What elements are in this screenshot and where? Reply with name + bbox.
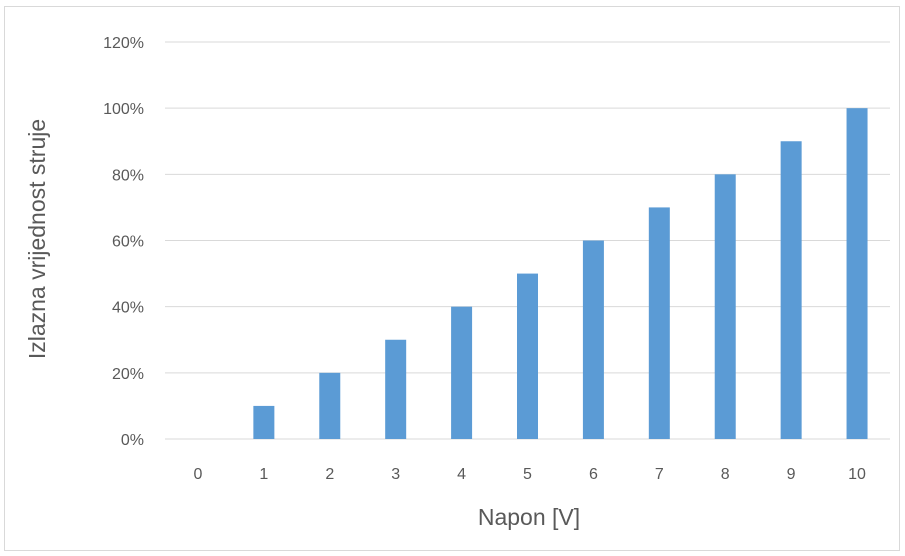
x-tick-label: 9 — [787, 466, 796, 483]
y-tick-label: 20% — [112, 366, 144, 383]
bar — [253, 405, 275, 439]
x-tick-label: 0 — [194, 466, 203, 483]
y-tick-label: 100% — [103, 101, 144, 118]
bar — [517, 273, 538, 439]
y-tick-labels: 0% 20% 40% 60% 80% 100% 120% — [103, 35, 144, 449]
x-tick-label: 3 — [391, 466, 400, 483]
bars — [253, 108, 868, 440]
y-tick-label: 60% — [112, 234, 144, 251]
x-tick-label: 7 — [655, 466, 664, 483]
bar — [780, 141, 802, 439]
x-tick-labels: 0 1 2 3 4 5 6 7 8 9 10 — [194, 466, 867, 483]
x-tick-label: 8 — [721, 466, 730, 483]
x-tick-label: 6 — [589, 466, 598, 483]
bar — [451, 306, 473, 439]
bar — [385, 339, 407, 439]
bar — [714, 174, 736, 440]
bar — [846, 108, 868, 440]
y-tick-label: 120% — [103, 35, 144, 52]
chart-frame — [4, 6, 900, 551]
x-tick-label: 4 — [457, 466, 466, 483]
y-axis-title: Izlazna vrijednost struje — [24, 119, 50, 359]
bar — [648, 207, 670, 439]
x-tick-label: 1 — [259, 466, 268, 483]
x-tick-label: 10 — [848, 466, 866, 483]
bar — [582, 240, 604, 439]
y-tick-label: 80% — [112, 167, 144, 184]
x-tick-label: 5 — [523, 466, 532, 483]
x-axis-title: Napon [V] — [478, 504, 580, 530]
bar — [319, 372, 341, 439]
gridlines — [165, 41, 890, 440]
y-tick-label: 0% — [121, 432, 144, 449]
x-tick-label: 2 — [325, 466, 334, 483]
y-tick-label: 40% — [112, 300, 144, 317]
